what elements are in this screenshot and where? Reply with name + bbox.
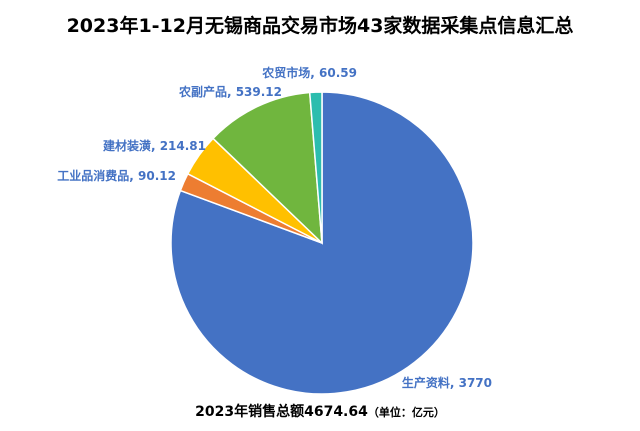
chart-footer: 2023年销售总额4674.64（单位：亿元） <box>195 403 445 420</box>
footer-unit: （单位：亿元） <box>368 405 445 419</box>
slice-farmers-market <box>308 91 323 244</box>
label-farmers-market: 农贸市场, 60.59 <box>261 65 357 80</box>
chart-title: 2023年1-12月无锡商品交易市场43家数据采集点信息汇总 <box>67 14 574 37</box>
label-building-materials: 建材装潢, 214.81 <box>102 138 206 153</box>
slice-agricultural-products <box>211 91 323 245</box>
footer-total: 2023年销售总额4674.64 <box>195 403 368 420</box>
pie-slices <box>170 91 474 395</box>
label-industrial-consumer-goods: 工业品消费品, 90.12 <box>57 168 176 183</box>
label-production-materials: 生产资料, 3770 <box>402 375 492 390</box>
slice-labels: 生产资料, 3770 工业品消费品, 90.12 建材装潢, 214.81 农副产品,… <box>57 65 492 390</box>
label-agricultural-products: 农副产品, 539.12 <box>178 84 282 99</box>
